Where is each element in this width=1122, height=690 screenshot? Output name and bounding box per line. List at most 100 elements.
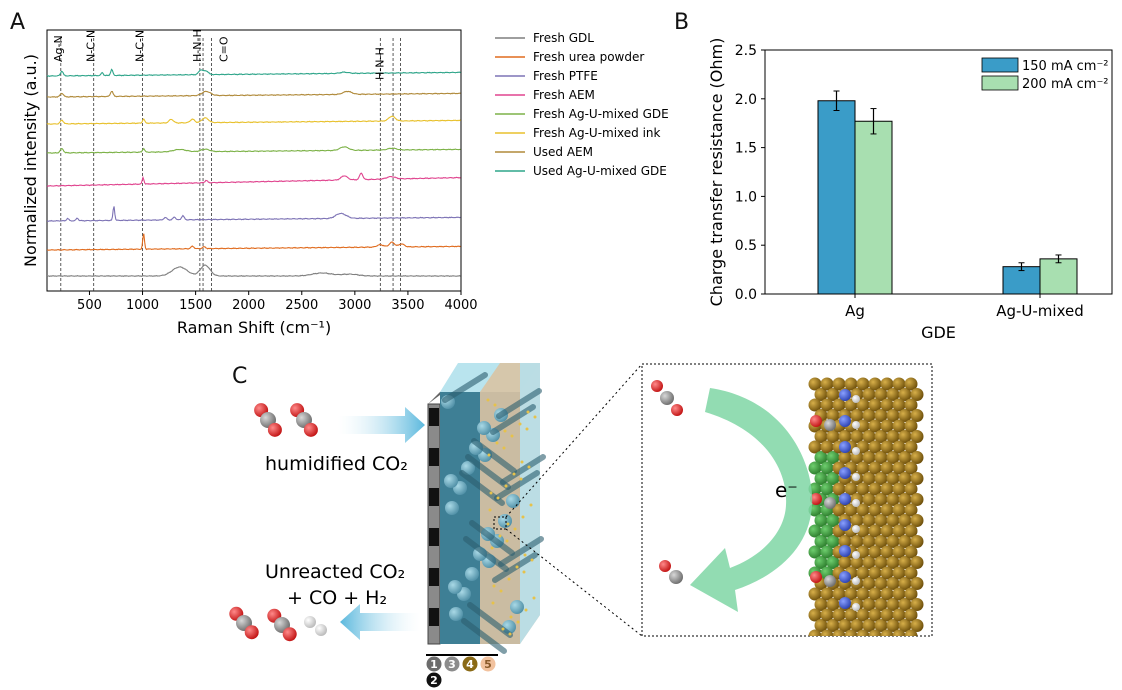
catalyst-particle [510,434,514,438]
lattice-atom [808,461,822,475]
catalyst-particle [533,415,537,419]
lattice-atom [898,430,912,443]
hydrogen-atom [852,577,860,585]
lattice-atom [856,461,870,475]
nitrogen-atom [839,493,851,505]
lattice-atom [856,503,870,517]
catalyst-particle [504,484,508,488]
lattice-atom [880,419,894,433]
lattice-atom [910,535,924,548]
lattice-atom [850,409,864,422]
lattice-atom [868,482,882,496]
gdl-strand [492,552,538,583]
lattice-atom [910,556,924,569]
nitrogen-atom [839,467,851,479]
lattice-atom [808,398,822,412]
gdl-fiber [510,600,524,614]
x-tick-label: 4000 [444,298,477,313]
x-tick-label: 3000 [338,298,371,313]
x-tick-label: 2500 [285,298,318,313]
lattice-atom [862,430,876,443]
oxygen-atom [282,627,297,642]
lattice-atom [862,577,876,590]
catalyst-particle [516,620,520,624]
lattice-atom [880,461,894,475]
category-label: Ag-U-mixed [996,302,1084,320]
bar [1039,258,1078,295]
series-line-fresh-ptfe [46,206,461,222]
catalyst-particle [522,570,526,574]
gdl-fiber [477,421,491,435]
hydrogen-atom [852,525,860,533]
layer-badge [462,656,478,672]
legend-label: Fresh Ag-U-mixed ink [533,126,661,140]
lattice-atom [826,535,840,548]
lattice-atom [904,398,918,412]
y-tick-label: 2.0 [735,92,757,108]
lattice-atom [886,493,900,506]
lattice-atom [904,545,918,559]
lattice-atom [832,398,846,412]
gdl-fiber [465,567,479,581]
outlet-label-line1: Unreacted CO₂ [265,561,405,583]
lattice-atom [886,556,900,569]
legend-label: 200 mA cm⁻² [1022,77,1109,92]
plot-frame [46,29,462,292]
lattice-atom [892,377,906,391]
lattice-atom [832,482,846,496]
lattice-atom [862,556,876,569]
lattice-atom [814,388,828,401]
lattice-atom [832,629,846,636]
legend-label: Fresh Ag-U-mixed GDE [533,107,669,121]
lattice-atom [814,451,828,464]
hydrogen-atom [852,551,860,559]
hydrogen-atom [852,447,860,455]
lattice-atom [862,472,876,485]
lattice-atom [886,409,900,422]
catalyst-particle [490,546,494,550]
lattice-atom [820,377,834,391]
lattice-atom [892,440,906,454]
lattice-atom [892,503,906,517]
catalyst-particle [532,596,536,600]
lattice-atom [856,419,870,433]
lattice-atom [910,598,924,611]
lattice-atom [904,587,918,601]
catalyst-particle [527,465,531,469]
lattice-atom [874,598,888,611]
lattice-atom [874,619,888,632]
catalyst-particle [521,515,525,519]
hydrogen-atom [852,421,860,429]
lattice-atom [874,514,888,527]
lattice-atom [910,577,924,590]
nitrogen-atom [839,519,851,531]
catalyst-particle [529,503,533,507]
catalyst-particle [507,577,511,581]
lattice-atom [898,451,912,464]
series-line-fresh-ink [46,115,461,125]
lattice-atom [808,545,822,559]
outlet-label-line2: + CO + H₂ [287,587,387,609]
carbon-atom [669,570,683,584]
legend-label: Fresh PTFE [533,69,598,83]
oxygen-atom [659,560,671,572]
lattice-atom [874,472,888,485]
lattice-atom [886,577,900,590]
hydrogen-atom [315,624,327,636]
y-tick-label: 2.5 [735,43,757,59]
charge-transfer-bar-chart: 0.0 0.5 1.0 1.5 2.0 2.5 Ag Ag-U-mixed GDE Charge … [707,38,1113,342]
series-line-fresh-gdl [46,264,461,278]
lattice-atom [844,608,858,622]
lattice-atom [910,619,924,632]
lattice-atom [874,451,888,464]
lattice-atom [826,619,840,632]
series-line-fresh-aem [46,172,461,187]
lattice-atom [886,451,900,464]
lattice-atom [868,545,882,559]
lattice-atom [904,566,918,580]
lattice-atom [874,535,888,548]
catalyst-particle [519,477,523,481]
lattice-atom [898,514,912,527]
lattice-atom [820,545,834,559]
